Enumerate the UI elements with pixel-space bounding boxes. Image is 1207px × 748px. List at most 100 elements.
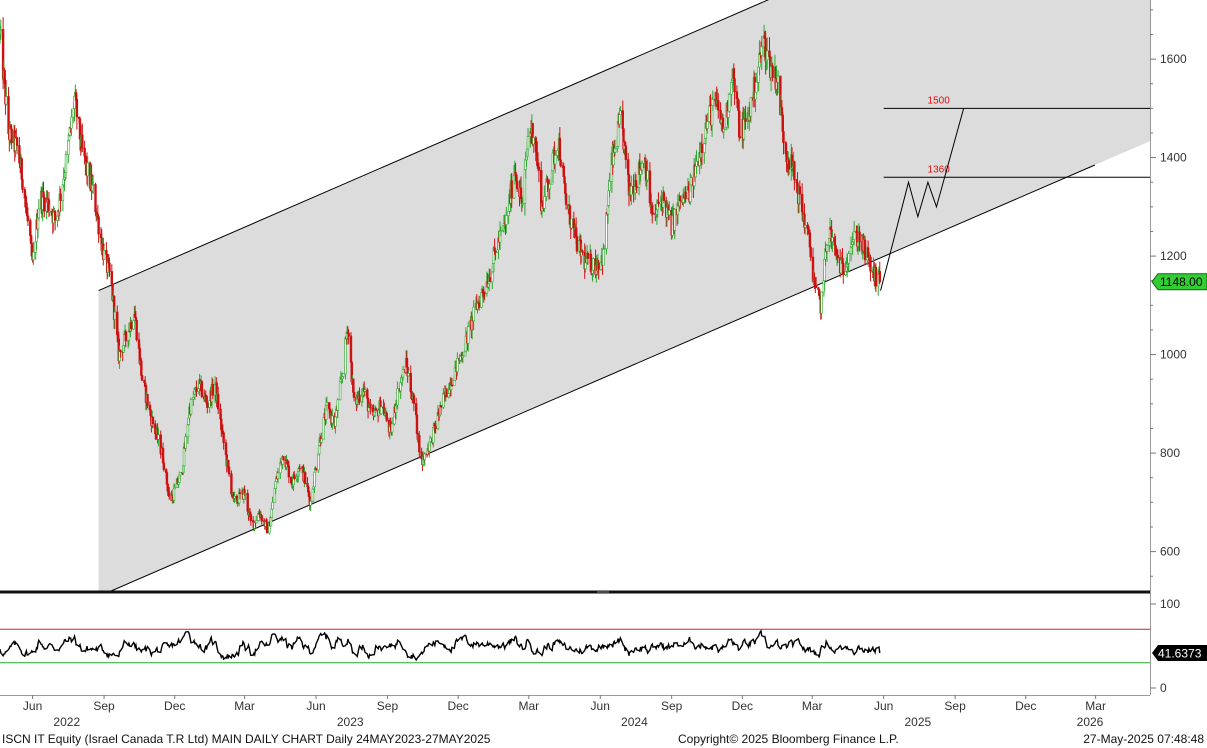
candle (640, 160, 644, 175)
candle (619, 106, 622, 116)
candle (184, 433, 187, 452)
candle (581, 249, 584, 255)
candle (216, 386, 220, 415)
candle (26, 212, 30, 226)
candle (722, 126, 725, 139)
candle (102, 245, 106, 260)
rsi-value-text: 41.6373 (1158, 647, 1202, 661)
candle (434, 420, 437, 434)
candle (244, 489, 247, 501)
candle (298, 463, 301, 472)
candle (450, 378, 454, 387)
candle (10, 124, 13, 150)
candle (32, 241, 35, 265)
candle (467, 321, 470, 352)
candle (282, 456, 285, 461)
last-price-text: 1148.00 (1160, 275, 1203, 289)
candle (602, 244, 606, 250)
candle (776, 70, 780, 94)
candle (483, 291, 486, 300)
candle (146, 393, 149, 409)
candle (227, 463, 231, 477)
candle (494, 250, 497, 261)
candle (200, 380, 204, 399)
candle (81, 123, 84, 152)
channel-lower-line (110, 164, 1096, 591)
candle (804, 219, 807, 235)
time-axis: Jun Sep Dec Mar Jun Sep Dec Mar Jun Sep Dec Mar Jun S… (0, 695, 1150, 729)
x-tick-label: Sep (377, 699, 399, 713)
candle (439, 404, 443, 415)
candle (798, 180, 801, 205)
candle (673, 208, 676, 240)
candle (553, 151, 557, 174)
candle (499, 226, 503, 237)
candle (401, 365, 405, 381)
candle (75, 94, 79, 130)
candle (793, 160, 796, 191)
x-year-label: 2022 (53, 715, 80, 729)
candle (744, 105, 747, 130)
candle (727, 92, 731, 113)
x-tick-label: Mar (234, 699, 255, 713)
y-tick-label: 600 (1160, 545, 1180, 559)
candle (662, 190, 666, 204)
candle (765, 37, 769, 70)
candle (342, 373, 345, 379)
candle (157, 427, 160, 447)
x-tick-label: Sep (93, 699, 115, 713)
candle (320, 432, 323, 445)
candle (363, 386, 367, 397)
candle (233, 491, 236, 504)
candle (488, 269, 492, 283)
x-tick-label: Jun (23, 699, 42, 713)
candle (472, 300, 475, 331)
candle (874, 263, 878, 293)
level-label-1360: 1360 (928, 164, 951, 175)
candle (59, 188, 62, 212)
candle (56, 215, 59, 228)
candle (689, 174, 693, 192)
x-year-label: 2023 (337, 715, 364, 729)
candle (445, 388, 448, 398)
candle (303, 471, 307, 485)
candle (86, 156, 89, 187)
candle (135, 319, 138, 342)
candle (124, 329, 127, 348)
candle (755, 72, 758, 93)
candle (863, 236, 867, 266)
candle (605, 212, 608, 255)
candle (358, 387, 361, 405)
candle (369, 398, 372, 415)
rsi-axis: 0 100 (1150, 597, 1180, 695)
candle (37, 198, 41, 221)
candle (162, 457, 166, 472)
candle (0, 19, 2, 40)
candle (738, 124, 742, 139)
candlestick-series (0, 17, 881, 535)
candle (749, 97, 753, 123)
candle (415, 414, 419, 435)
candle (825, 243, 829, 262)
candle (5, 85, 8, 106)
candle (309, 498, 312, 511)
x-tick-label: Mar (1085, 699, 1106, 713)
candle (852, 220, 856, 246)
candle (222, 431, 225, 450)
x-tick-label: Mar (802, 699, 823, 713)
pane-separator[interactable] (0, 590, 1150, 594)
candle (352, 385, 356, 402)
x-tick-label: Dec (732, 699, 753, 713)
candle (684, 186, 687, 203)
candle (265, 519, 269, 534)
candle (374, 406, 378, 412)
candle (869, 254, 872, 282)
channel-upper-line (98, 0, 769, 292)
candle (711, 90, 715, 112)
x-year-label: 2026 (1077, 715, 1104, 729)
projection-path (880, 108, 965, 291)
candle (195, 380, 198, 397)
footer-chart-description: ISCN IT Equity (Israel Canada T.R Ltd) M… (2, 732, 491, 746)
y-tick-label: 1400 (1160, 151, 1187, 165)
rsi-line (0, 629, 881, 662)
